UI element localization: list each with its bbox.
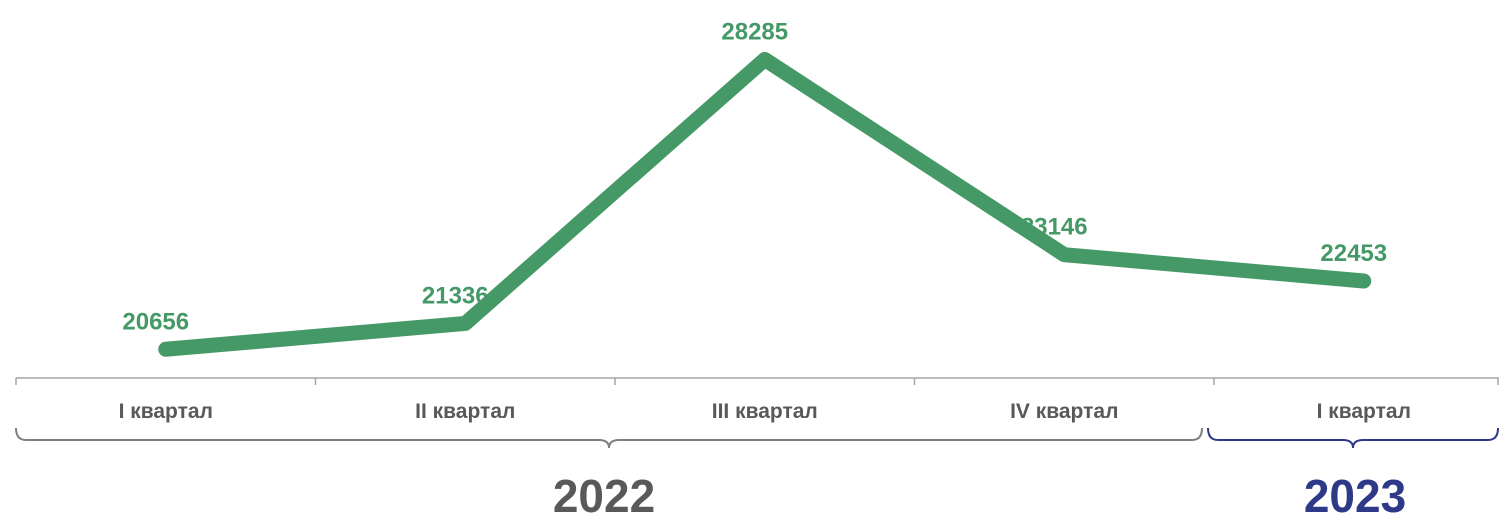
category-label: I квартал	[119, 400, 213, 423]
category-label: III квартал	[712, 400, 818, 423]
data-label: 22453	[1320, 240, 1387, 267]
category-label: IV квартал	[1010, 400, 1118, 423]
year-brace	[15, 427, 1203, 449]
data-label: 21336	[422, 282, 489, 309]
year-groups: 2022 2023	[15, 427, 1499, 517]
data-labels: 20656 21336 28285 23146 22453	[122, 18, 1387, 335]
year-label: 2022	[553, 470, 655, 517]
series-line	[158, 51, 1372, 357]
category-label: I квартал	[1317, 400, 1411, 423]
category-labels: I квартал II квартал III квартал IV квартал…	[119, 400, 1411, 423]
data-label: 23146	[1021, 214, 1088, 241]
year-label: 2023	[1304, 470, 1406, 517]
data-label: 28285	[721, 18, 788, 45]
year-brace	[1207, 427, 1499, 449]
x-axis	[15, 377, 1499, 385]
series-line-group	[158, 51, 1372, 357]
category-label: II квартал	[415, 400, 515, 423]
data-label: 20656	[122, 308, 189, 335]
